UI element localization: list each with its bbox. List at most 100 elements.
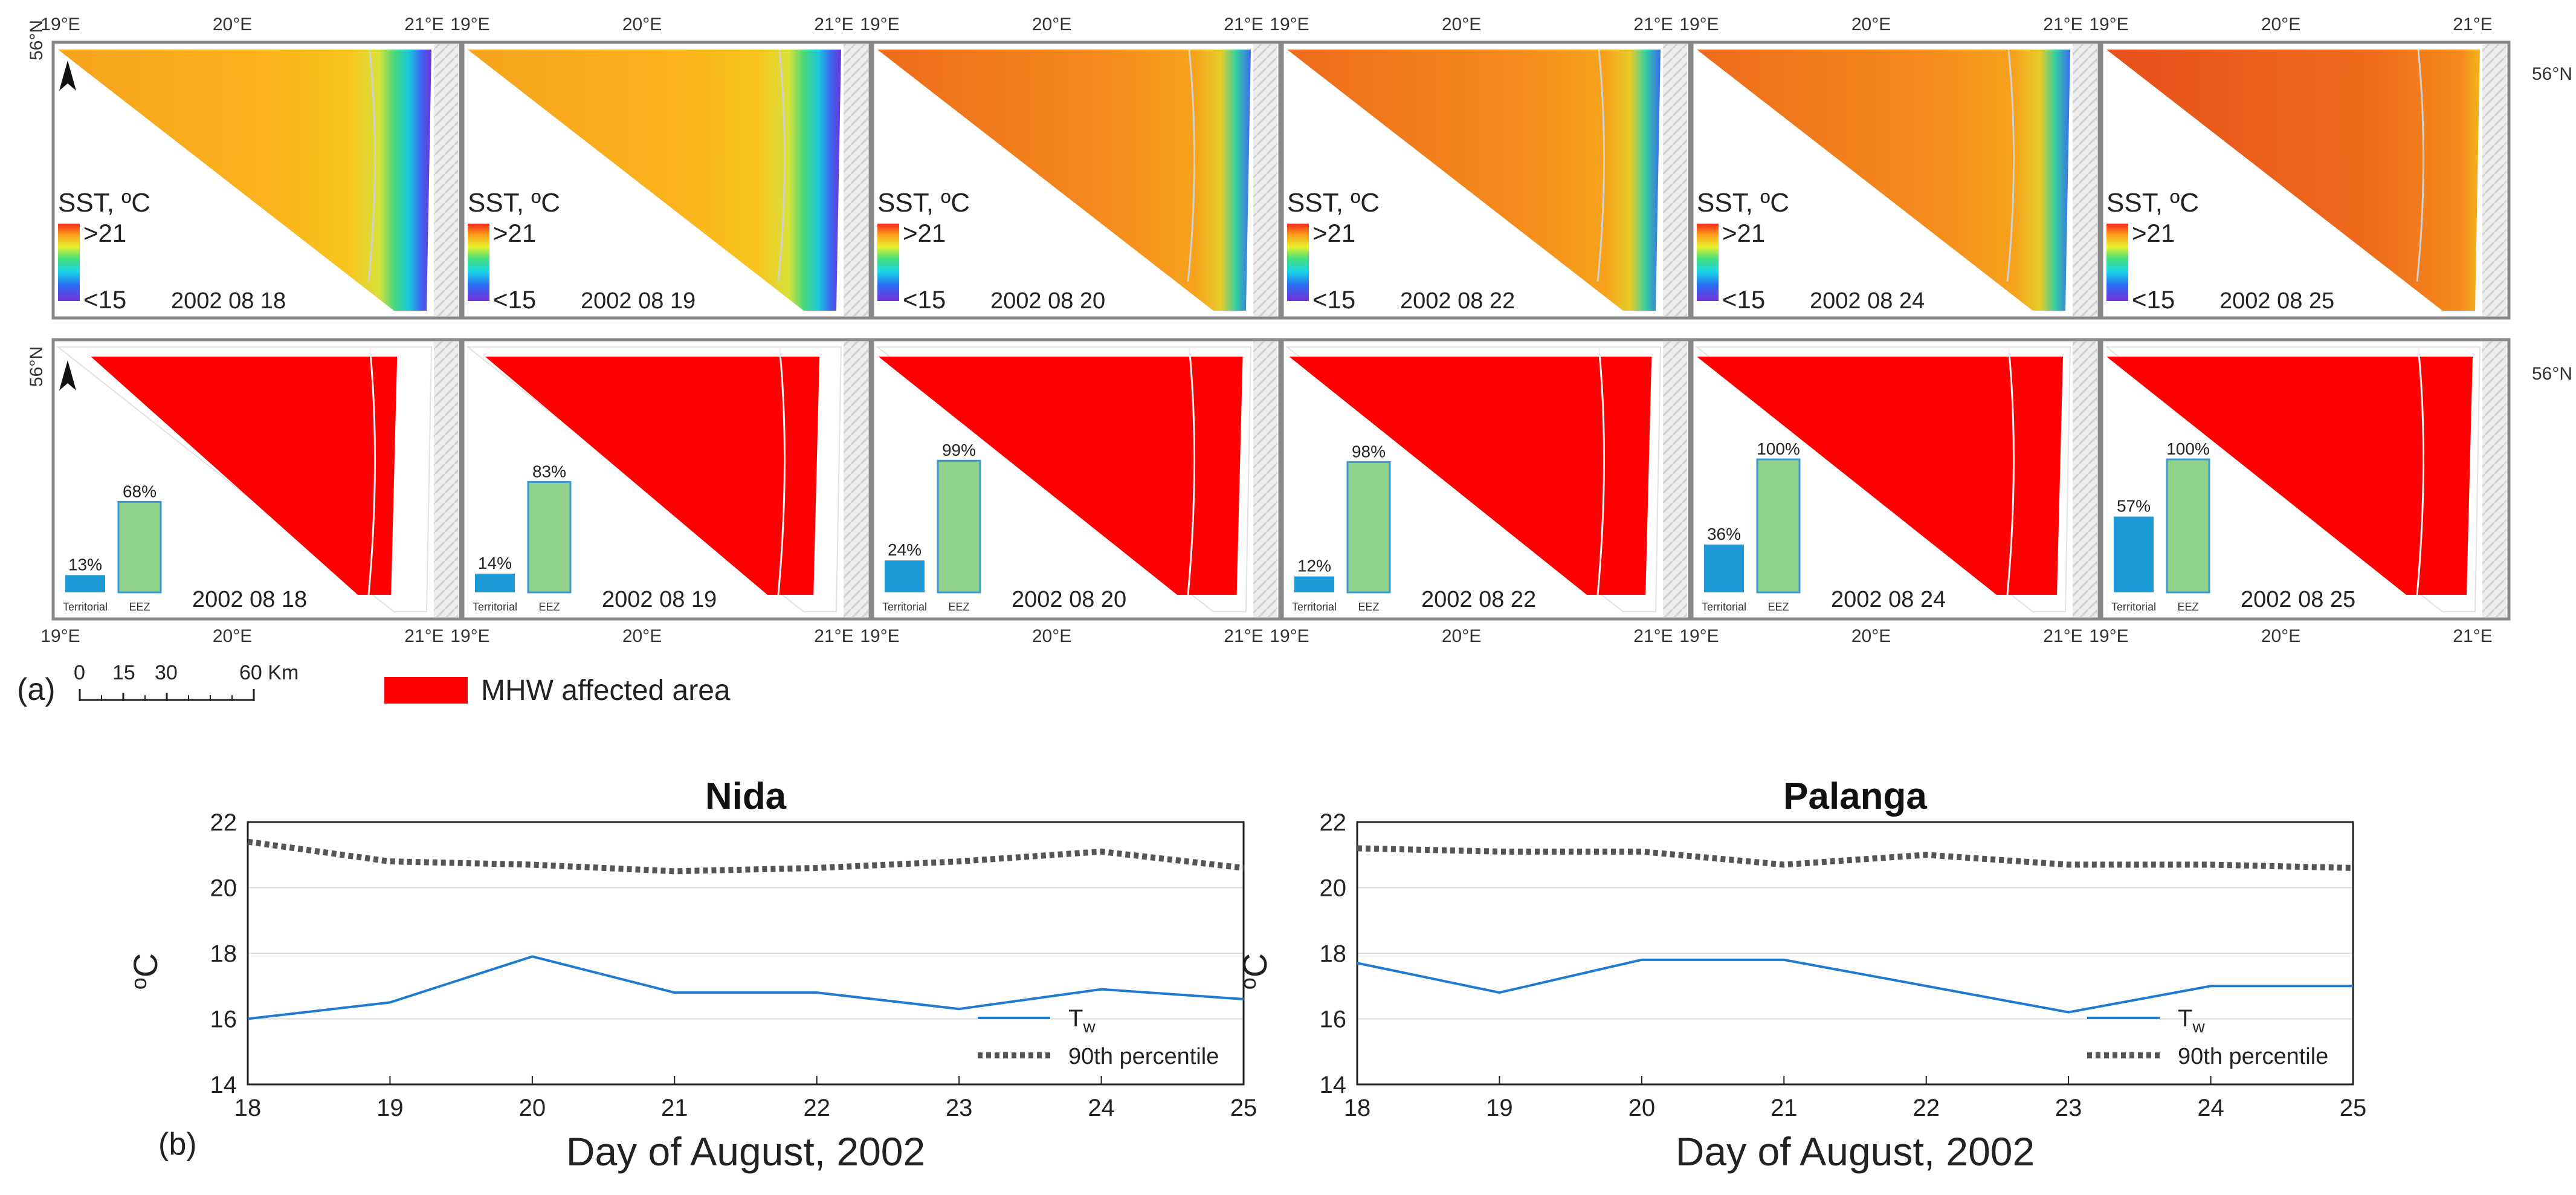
territorial-bar-label: Territorial (473, 601, 517, 613)
sst-colorbar (1287, 224, 1309, 301)
sst-min-label: <15 (83, 285, 126, 314)
x-tick-label: 25 (1230, 1095, 1257, 1121)
line-chart: 14 16 18 20 22 18 19 20 21 22 23 24 25 Palanga Day of … (1236, 776, 2366, 1174)
mhw-affected-area (1289, 357, 1652, 595)
eez-bar (937, 459, 981, 594)
longitude-label: 20°E (1442, 15, 1481, 34)
sst-date-label: 2002 08 20 (990, 288, 1105, 314)
longitude-label: 21°E (814, 626, 853, 646)
eez-bar-label: EEZ (2177, 601, 2198, 613)
x-tick-label: 21 (1771, 1095, 1798, 1121)
longitude-labels-bottom: 19°E 20°E 21°E 19°E 20°E 21°E 19°E 20°E 21°E 19°E… (40, 626, 2492, 646)
longitude-label: 19°E (2089, 15, 2128, 34)
eez-pct-label: 100% (2166, 439, 2210, 458)
sst-map-panel: SST, ºC>21 <15 2002 08 20 (871, 40, 1282, 320)
sst-title: SST, ºC (877, 188, 970, 218)
eez-boundary (367, 49, 376, 282)
longitude-label: 20°E (1032, 15, 1071, 34)
x-tick-label: 18 (1344, 1095, 1371, 1121)
longitude-label: 21°E (1224, 626, 1263, 646)
legend-tw-label: Tw (2178, 1005, 2205, 1036)
eez-bar (527, 481, 572, 594)
y-axis-label: oC (1236, 953, 1274, 989)
eez-bar (2166, 458, 2210, 594)
mhw-affected-area (878, 357, 1243, 595)
land-area (844, 44, 868, 316)
longitude-label: 20°E (622, 15, 662, 34)
mhw-map-panel: 14% 83% Territorial EEZ 2002 08 19 (461, 338, 872, 621)
mhw-date-label: 2002 08 18 (192, 587, 307, 612)
sst-sea-area (58, 50, 431, 311)
longitude-label: 20°E (622, 626, 662, 646)
x-tick-label: 22 (803, 1095, 830, 1121)
x-tick-label: 24 (2197, 1095, 2224, 1121)
series-tw (1357, 958, 2353, 1014)
sst-colorbar (1697, 224, 1719, 301)
sst-title: SST, ºC (1287, 188, 1380, 218)
mhw-map-panel: 13% 68% Territorial EEZ 2002 08 18 (51, 338, 462, 621)
eez-bar (117, 500, 162, 594)
sst-max-label: >21 (2132, 219, 2175, 247)
eez-pct-label: 100% (1757, 439, 1800, 458)
chart-title: Nida (705, 776, 787, 817)
sst-max-label: >21 (903, 219, 946, 247)
eez-bar-label: EEZ (129, 601, 150, 613)
sst-date-label: 2002 08 25 (2219, 288, 2334, 314)
longitude-label: 21°E (814, 15, 853, 34)
longitude-label: 21°E (404, 15, 444, 34)
land-area (434, 44, 458, 316)
longitude-label: 21°E (2453, 626, 2492, 646)
mhw-affected-area (1697, 357, 2063, 595)
sst-colorbar (2106, 224, 2128, 301)
sst-max-label: >21 (1312, 219, 1355, 247)
chart-legend: Tw 90th percentile (978, 1005, 1219, 1069)
legend-tw-sub: w (2192, 1017, 2205, 1036)
sst-max-label: >21 (493, 219, 536, 247)
y-tick-label: 16 (210, 1006, 237, 1033)
sst-title: SST, ºC (2106, 188, 2199, 218)
x-axis-label: Day of August, 2002 (566, 1129, 925, 1174)
mhw-map-panel: 57% 100% Territorial EEZ 2002 08 25 (2100, 338, 2511, 621)
line-charts: 14 16 18 20 22 18 19 20 21 22 23 24 25 Nida Day of Aug… (126, 776, 2366, 1174)
land-area (1663, 342, 1687, 617)
axes-frame (1356, 821, 2354, 1086)
sst-min-label: <15 (493, 285, 536, 314)
territorial-pct-label: 13% (68, 555, 102, 574)
mhw-date-label: 2002 08 19 (602, 587, 717, 612)
sst-min-label: <15 (903, 285, 946, 314)
territorial-pct-label: 14% (478, 554, 512, 572)
eez-boundary (1187, 49, 1196, 282)
sst-date-label: 2002 08 18 (171, 288, 286, 314)
mhw-affected-area (2106, 357, 2473, 595)
mhw-date-label: 2002 08 24 (1831, 587, 1946, 612)
mhw-date-label: 2002 08 25 (2241, 587, 2355, 612)
territorial-bar (2114, 516, 2154, 592)
sst-map-panel: SST, ºC>21 <15 2002 08 22 (1280, 40, 1691, 320)
longitude-label: 21°E (1224, 15, 1263, 34)
sst-date-label: 2002 08 24 (1810, 288, 1925, 314)
eez-pct-label: 83% (532, 462, 566, 481)
y-tick-label: 20 (1320, 875, 1347, 902)
latitude-label-top-right: 56°N (2532, 64, 2572, 84)
eez-bar-label: EEZ (1767, 601, 1789, 613)
mhw-map-panel: 12% 98% Territorial EEZ 2002 08 22 (1280, 338, 1691, 621)
land-area (1253, 342, 1277, 617)
longitude-label: 19°E (1679, 626, 1719, 646)
longitude-label: 19°E (2089, 626, 2128, 646)
sst-map-panel: SST, ºC>21 <15 2002 08 25 (2100, 40, 2511, 320)
land-area (2073, 342, 2097, 617)
mhw-map-panel: 36% 100% Territorial EEZ 2002 08 24 (1690, 338, 2101, 621)
eez-boundary (777, 49, 786, 282)
series-tw (247, 955, 1244, 1020)
mhw-date-label: 2002 08 22 (1421, 587, 1536, 612)
sst-sea-area (877, 50, 1251, 311)
eez-bar (1756, 458, 1801, 594)
y-tick-label: 14 (1320, 1072, 1347, 1098)
sst-date-label: 2002 08 19 (581, 288, 696, 314)
eez-bar-label: EEZ (948, 601, 969, 613)
series-90th-percentile (247, 838, 1244, 875)
panel-a-label: (a) (17, 672, 56, 707)
sst-sea-area (1287, 50, 1661, 311)
eez-bar (1346, 461, 1391, 594)
